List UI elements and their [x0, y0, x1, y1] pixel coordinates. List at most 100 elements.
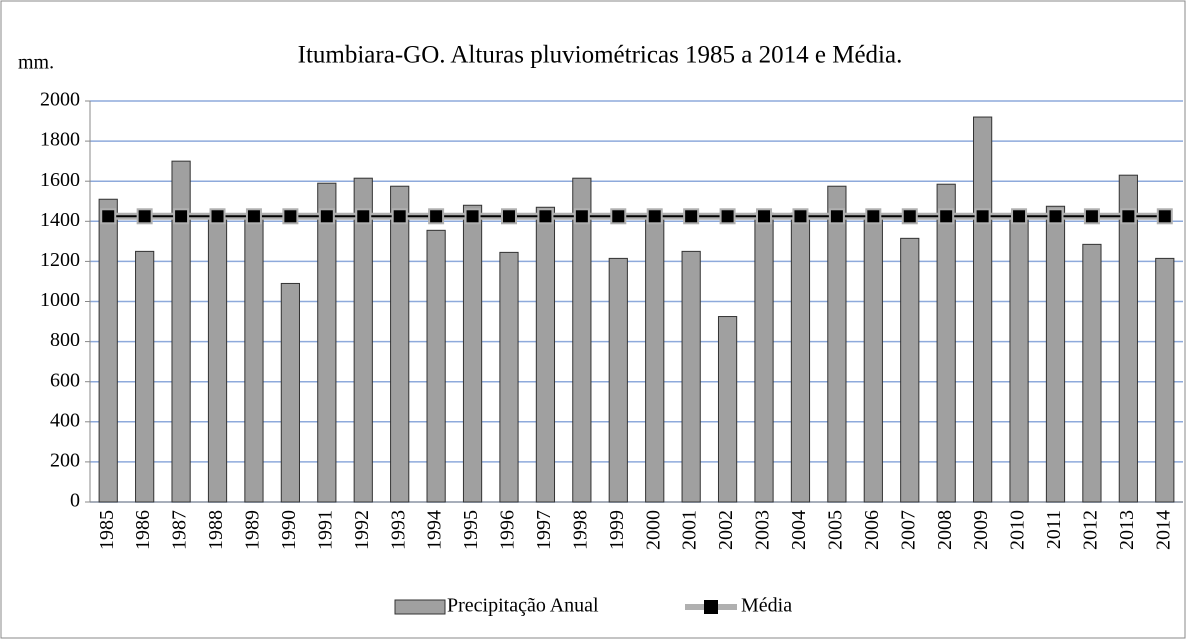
x-tick-label: 2008 — [934, 510, 956, 550]
line-marker — [100, 208, 117, 225]
y-tick-label: 1000 — [40, 289, 80, 311]
x-tick-label: 1992 — [351, 510, 373, 550]
x-tick-label: 1994 — [424, 510, 446, 550]
line-marker — [136, 208, 153, 225]
bar — [171, 160, 191, 503]
line-marker — [610, 208, 627, 225]
line-marker — [573, 208, 590, 225]
legend-label: Média — [741, 595, 792, 617]
x-tick-label: 1997 — [533, 510, 555, 550]
bar — [572, 177, 592, 503]
x-tick-label: 1991 — [314, 510, 336, 550]
bar — [462, 204, 483, 503]
line-marker — [792, 208, 809, 225]
line-marker — [646, 208, 663, 225]
x-tick-label: 2004 — [788, 510, 810, 550]
x-tick-label: 1988 — [205, 510, 227, 550]
x-tick-label: 1987 — [169, 510, 191, 550]
line-marker — [282, 208, 299, 225]
line-marker — [173, 208, 190, 225]
line-marker — [974, 208, 991, 225]
bar — [863, 216, 883, 503]
bar — [681, 250, 701, 503]
x-tick-label: 2012 — [1080, 510, 1102, 550]
bar — [244, 214, 264, 503]
bar — [317, 182, 337, 503]
x-tick-label: 2002 — [715, 510, 737, 550]
chart-title: Itumbiara-GO. Alturas pluviométricas 198… — [298, 42, 903, 69]
legend-swatch — [394, 599, 446, 615]
line-marker — [1011, 208, 1028, 225]
bar — [135, 250, 155, 503]
legend-marker — [704, 600, 718, 614]
y-tick-label: 400 — [50, 409, 80, 431]
bar — [98, 198, 118, 503]
bar — [535, 206, 556, 503]
x-tick-label: 1996 — [497, 510, 519, 550]
x-tick-label: 2006 — [861, 510, 883, 550]
x-tick-label: 2000 — [642, 510, 664, 550]
y-tick-label: 1200 — [40, 249, 80, 271]
line-marker — [245, 208, 262, 225]
x-tick-label: 1985 — [96, 510, 118, 550]
y-tick-label: 2000 — [40, 89, 80, 111]
line-marker — [938, 208, 955, 225]
bar — [717, 316, 738, 503]
bar — [608, 257, 628, 503]
y-tick-label: 800 — [50, 329, 80, 351]
x-tick-label: 2003 — [752, 510, 774, 550]
line-marker — [355, 208, 372, 225]
bar — [790, 212, 811, 503]
x-tick-label: 2010 — [1007, 510, 1029, 550]
bar — [1009, 214, 1029, 503]
y-tick-label: 0 — [70, 490, 80, 512]
x-tick-label: 2007 — [897, 510, 919, 550]
line-marker — [391, 208, 408, 225]
line-marker — [318, 208, 335, 225]
line-marker — [1156, 208, 1173, 225]
y-tick-label: 1600 — [40, 169, 80, 191]
legend-label: Precipitação Anual — [447, 595, 599, 617]
bar — [827, 185, 847, 503]
line-marker — [209, 208, 226, 225]
bar — [1082, 243, 1102, 503]
bar — [353, 177, 373, 503]
line-marker — [756, 208, 773, 225]
x-tick-label: 2011 — [1043, 510, 1065, 549]
y-tick-label: 600 — [50, 369, 80, 391]
bar — [1045, 205, 1066, 503]
bar — [426, 229, 446, 503]
line-marker — [1047, 208, 1064, 225]
x-tick-label: 2013 — [1116, 510, 1138, 550]
x-tick-label: 1995 — [460, 510, 482, 550]
line-marker — [865, 208, 882, 225]
bar — [499, 251, 519, 503]
x-tick-label: 1999 — [606, 510, 628, 550]
line-marker — [719, 208, 736, 225]
bar — [754, 212, 774, 503]
line-marker — [500, 208, 517, 225]
y-tick-label: 1400 — [40, 209, 80, 231]
x-tick-label: 1986 — [132, 510, 154, 550]
y-axis-label: mm. — [18, 52, 54, 74]
x-tick-label: 2009 — [970, 510, 992, 550]
line-marker — [1120, 208, 1137, 225]
line-marker — [537, 208, 554, 225]
bar — [645, 214, 665, 503]
bar — [390, 185, 410, 503]
line-marker — [1083, 208, 1100, 225]
bar — [1155, 257, 1175, 503]
bar — [1118, 174, 1138, 503]
y-tick-label: 1800 — [40, 129, 80, 151]
line-marker — [683, 208, 700, 225]
x-tick-label: 1990 — [278, 510, 300, 550]
bar — [936, 183, 956, 503]
line-marker — [901, 208, 918, 225]
line-marker — [464, 208, 481, 225]
x-tick-label: 2014 — [1152, 510, 1174, 550]
y-tick-label: 200 — [50, 449, 80, 471]
line-marker — [428, 208, 445, 225]
x-tick-label: 1993 — [387, 510, 409, 550]
bar — [280, 282, 300, 503]
